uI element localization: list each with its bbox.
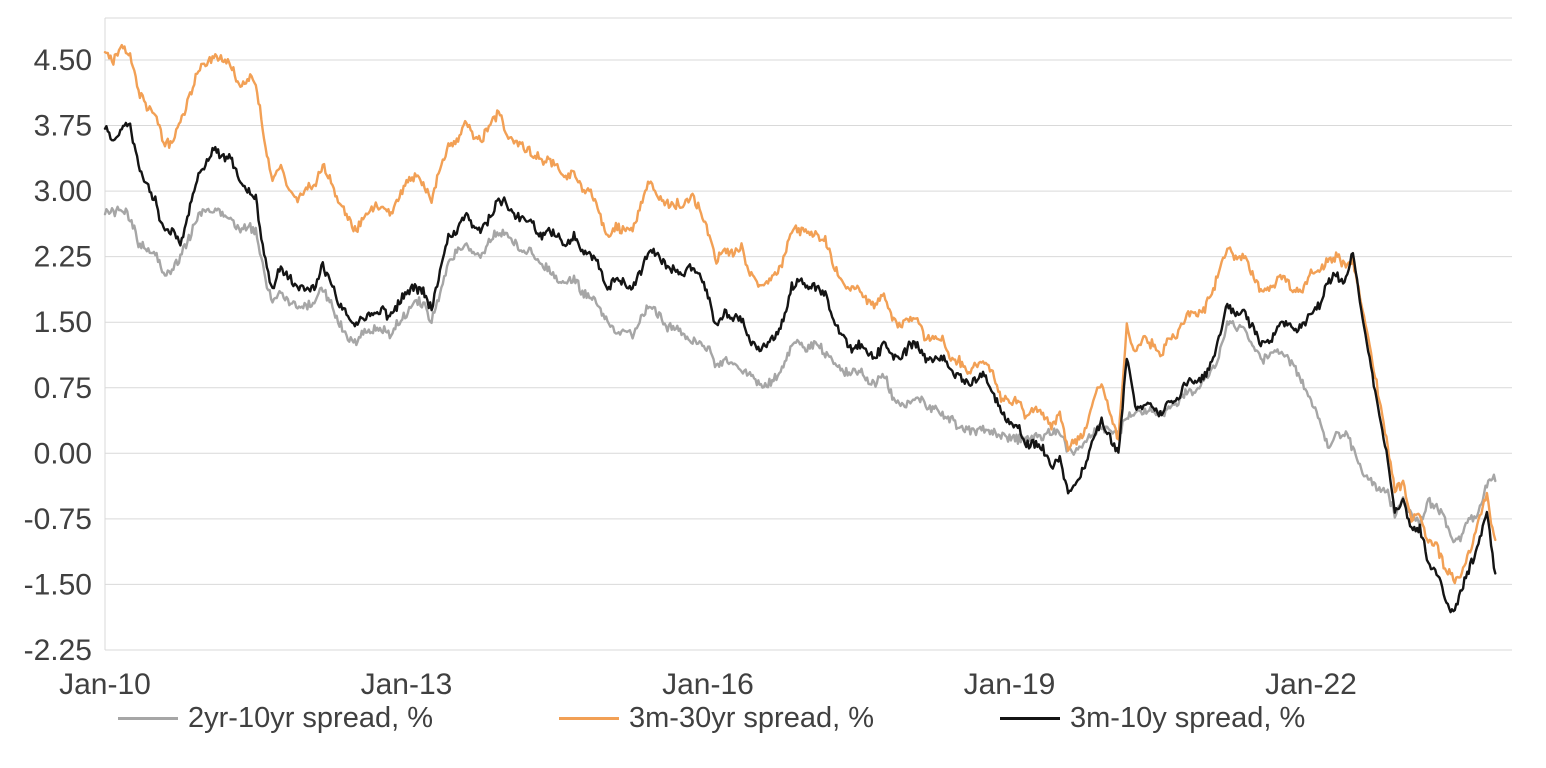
series-line-2yr-10yr-spread-: [103, 205, 1497, 544]
legend-line-swatch-black: [1000, 717, 1060, 720]
legend-item-3m-10y-spread: 3m-10y spread, %: [1000, 702, 1305, 735]
legend-label: 3m-10y spread, %: [1070, 702, 1306, 734]
y-axis-tick-label: 3.00: [34, 175, 92, 208]
series-line-3m-10y-spread-: [103, 121, 1497, 614]
y-axis-tick-label: 0.75: [34, 372, 92, 405]
y-axis-tick-label: 2.25: [34, 241, 92, 274]
x-axis-tick-label: Jan-16: [662, 668, 754, 701]
x-axis-tick-label: Jan-13: [361, 668, 453, 701]
y-axis-tick-label: 1.50: [34, 306, 92, 339]
x-axis-tick-label: Jan-19: [964, 668, 1056, 701]
y-axis-tick-label: -0.75: [24, 503, 92, 536]
y-axis-tick-label: 0.00: [34, 437, 92, 470]
legend-item-3m-30yr-spread: 3m-30yr spread, %: [559, 702, 874, 735]
y-axis-tick-label: 3.75: [34, 110, 92, 143]
x-axis-tick-label: Jan-22: [1265, 668, 1357, 701]
series-line-3m-30yr-spread-: [103, 43, 1497, 585]
legend-item-2yr-10yr-spread: 2yr-10yr spread, %: [118, 702, 433, 735]
x-axis-tick-label: Jan-10: [59, 668, 151, 701]
legend-line-swatch-gray: [118, 717, 178, 720]
y-axis-tick-label: 4.50: [34, 44, 92, 77]
legend-label: 2yr-10yr spread, %: [188, 702, 433, 734]
legend-line-swatch-orange: [559, 717, 619, 720]
y-axis-tick-label: -1.50: [24, 568, 92, 601]
y-axis-tick-label: -2.25: [24, 634, 92, 667]
plot-area: 4.50 3.75 3.00 2.25 1.50 0.75 0.00 -0.75 -1.50 -2…: [24, 17, 1512, 701]
legend-label: 3m-30yr spread, %: [629, 702, 874, 734]
chart-legend: 2yr-10yr spread, % 3m-30yr spread, % 3m-…: [0, 702, 1546, 735]
